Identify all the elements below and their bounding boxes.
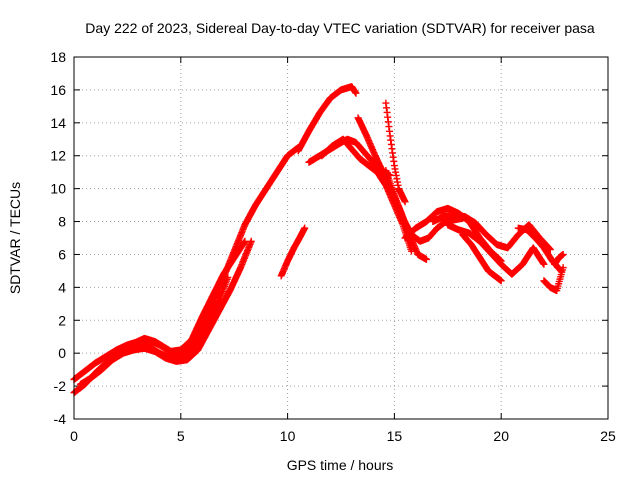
- x-axis-label: GPS time / hours: [287, 457, 394, 473]
- y-tick-label: 18: [50, 49, 66, 65]
- y-tick-label: 12: [50, 148, 66, 164]
- series-track-4: [130, 273, 232, 359]
- grid: [74, 57, 608, 419]
- y-tick-label: 0: [58, 345, 66, 361]
- y-axis-ticks: -4 -2 0 2 4 6 8 10 12 14 16 18: [50, 49, 608, 427]
- point-markers: [294, 83, 360, 155]
- data-points: [70, 83, 567, 397]
- y-axis-label: SDTVAR / TECUs: [7, 182, 23, 294]
- x-tick-label: 25: [600, 428, 616, 444]
- point-markers: [277, 224, 309, 280]
- y-tick-label: 8: [58, 214, 66, 230]
- y-tick-label: 2: [58, 312, 66, 328]
- chart-title: Day 222 of 2023, Sidereal Day-to-day VTE…: [85, 20, 595, 36]
- x-tick-label: 0: [70, 428, 78, 444]
- x-tick-label: 20: [493, 428, 509, 444]
- y-tick-label: 4: [58, 279, 66, 295]
- series-track-5: [277, 224, 309, 280]
- point-markers: [382, 99, 409, 206]
- series-track-15: [459, 231, 505, 285]
- y-tick-label: -4: [54, 411, 67, 427]
- y-tick-label: 10: [50, 181, 66, 197]
- plot-frame: [73, 56, 609, 420]
- series-track-3: [76, 237, 255, 388]
- y-tick-label: 14: [50, 115, 66, 131]
- point-markers: [540, 264, 567, 295]
- y-tick-label: 16: [50, 82, 66, 98]
- y-tick-label: 6: [58, 246, 66, 262]
- series-track-17: [540, 264, 567, 295]
- point-markers: [459, 231, 505, 285]
- x-tick-label: 10: [280, 428, 296, 444]
- y-tick-label: -2: [54, 378, 67, 394]
- point-markers: [130, 273, 232, 359]
- series-track-6: [294, 83, 360, 155]
- point-markers: [76, 237, 255, 388]
- point-markers: [551, 250, 567, 268]
- x-tick-label: 15: [387, 428, 403, 444]
- series-track-18: [551, 250, 567, 268]
- x-tick-label: 5: [177, 428, 185, 444]
- series-track-10: [382, 99, 409, 206]
- point-markers: [444, 221, 548, 278]
- series-track-14: [444, 221, 548, 278]
